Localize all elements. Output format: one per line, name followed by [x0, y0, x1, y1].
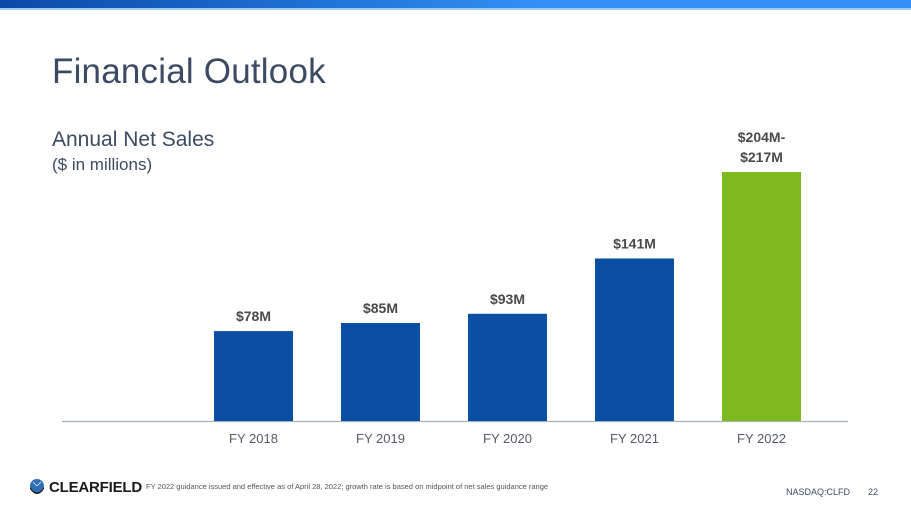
footnote: FY 2022 guidance issued and effective as…	[146, 482, 549, 491]
bar-fy-2019	[341, 323, 420, 421]
page-title: Financial Outlook	[52, 52, 326, 91]
data-label: $217M	[740, 149, 783, 165]
bar-fy-2018	[214, 331, 293, 421]
unit-note: ($ in millions)	[52, 155, 153, 174]
x-tick-label: FY 2018	[229, 431, 278, 446]
company-logo: CLEARFIELD	[28, 478, 142, 496]
x-tick-label: FY 2021	[610, 431, 659, 446]
data-label: $204M-	[738, 129, 786, 145]
data-label: $85M	[363, 300, 398, 316]
logo-text: CLEARFIELD	[49, 478, 142, 496]
bar-fy-2021	[595, 258, 674, 421]
globe-hand-icon	[30, 479, 44, 494]
x-tick-label: FY 2022	[737, 431, 786, 446]
x-tick-label: FY 2019	[356, 431, 405, 446]
bar-fy-2020	[468, 313, 547, 421]
top-accent-bar	[0, 0, 911, 8]
ticker-symbol: NASDAQ:CLFD	[786, 487, 851, 497]
data-label: $141M	[613, 235, 656, 251]
page-number: 22	[868, 487, 879, 497]
data-label: $78M	[236, 308, 271, 324]
bar-fy-2022	[722, 172, 801, 421]
data-label: $93M	[490, 291, 525, 307]
x-tick-label: FY 2020	[483, 431, 532, 446]
top-accent-line	[0, 8, 911, 10]
chart-title: Annual Net Sales	[52, 128, 215, 151]
